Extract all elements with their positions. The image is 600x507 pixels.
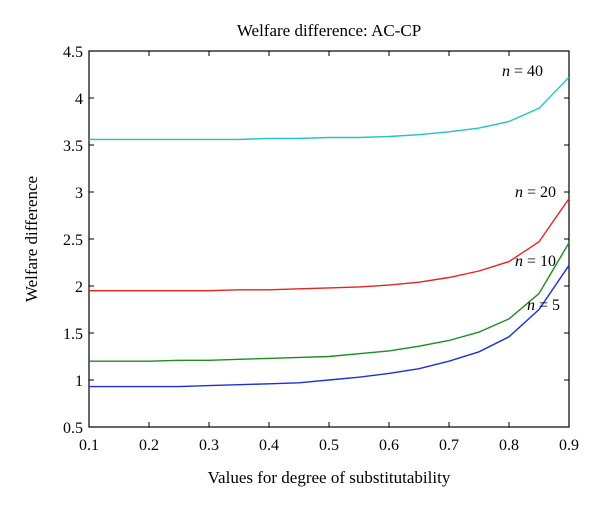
y-tick-label: 1.5: [63, 326, 83, 343]
series-label: n = 5: [527, 297, 560, 314]
y-tick-label: 3: [75, 185, 83, 202]
series-line: [89, 76, 570, 141]
x-tick-label: 0.4: [259, 437, 279, 454]
series-label-variable: n: [527, 297, 535, 314]
series-label-value: = 20: [523, 184, 556, 201]
x-tick-label: 0.8: [499, 437, 519, 454]
x-tick-label: 0.9: [559, 437, 579, 454]
x-tick-label: 0.1: [79, 437, 99, 454]
series-label-value: = 40: [510, 63, 543, 80]
y-tick-label: 4: [75, 91, 83, 108]
series-line: [89, 264, 570, 388]
x-axis-label: Values for degree of substitutability: [208, 468, 451, 487]
series-label: n = 40: [502, 63, 543, 80]
series-label: n = 20: [515, 184, 556, 201]
x-tick-label: 0.6: [379, 437, 399, 454]
series-label-variable: n: [515, 184, 523, 201]
y-tick-label: 2: [75, 279, 83, 296]
y-tick-label: 2.5: [63, 232, 83, 249]
series-label-variable: n: [515, 253, 523, 270]
series-label-value: = 10: [523, 253, 556, 270]
x-tick-label: 0.7: [439, 437, 459, 454]
y-axis: 0.5 1 1.5 2 2.5 3 3.5 4 4.5: [63, 44, 569, 437]
x-tick-label: 0.5: [319, 437, 339, 454]
plot-area-frame: [88, 50, 570, 428]
chart-title: Welfare difference: AC-CP: [237, 21, 421, 40]
series-labels: n = 40n = 20n = 10n = 5: [502, 63, 560, 314]
x-axis: 0.1 0.2 0.3 0.4 0.5 0.6 0.7 0.8 0.9: [79, 51, 579, 454]
series-line: [89, 198, 570, 292]
series-lines: [89, 76, 570, 388]
y-tick-label: 0.5: [63, 420, 83, 437]
x-tick-label: 0.3: [199, 437, 219, 454]
series-label-variable: n: [502, 63, 510, 80]
y-axis-label: Welfare difference: [22, 176, 41, 302]
series-line: [89, 242, 570, 362]
y-tick-label: 1: [75, 373, 83, 390]
y-tick-label: 3.5: [63, 138, 83, 155]
series-label: n = 10: [515, 253, 556, 270]
y-tick-label: 4.5: [63, 44, 83, 61]
series-label-value: = 5: [535, 297, 560, 314]
x-tick-label: 0.2: [139, 437, 159, 454]
